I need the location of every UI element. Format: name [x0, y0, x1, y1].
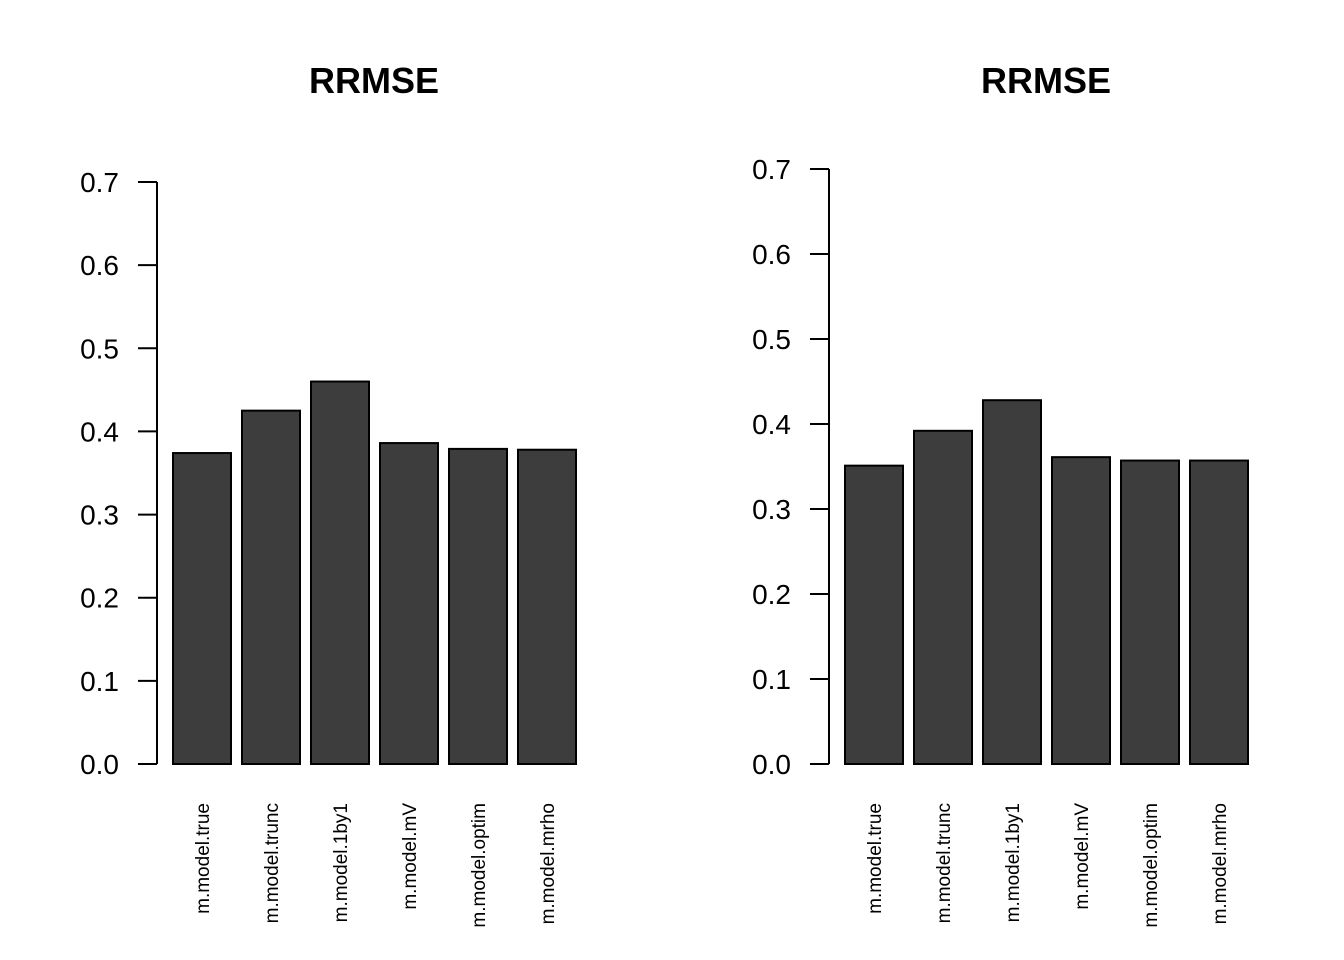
chart-title: RRMSE	[309, 60, 439, 101]
x-category-label: m.model.true	[193, 803, 214, 914]
bar	[310, 380, 370, 765]
bar	[982, 399, 1042, 765]
x-category-label: m.model.optim	[469, 803, 490, 928]
chart-panel-1: RRMSE 0.0 0.1 0.2 0.3 0.4 0.5 0.6 0.7 m.model.tru…	[80, 60, 577, 928]
y-tick-label: 0.0	[752, 749, 791, 780]
x-category-label: m.model.mrho	[538, 803, 559, 924]
y-tick-label: 0.4	[80, 416, 119, 447]
bar	[517, 448, 577, 765]
y-tick-label: 0.6	[752, 239, 791, 270]
bar	[844, 464, 904, 765]
x-category-label: m.model.trunc	[262, 803, 283, 923]
y-tick-label: 0.6	[80, 250, 119, 281]
chart-panel-2: RRMSE 0.0 0.1 0.2 0.3 0.4 0.5 0.6 0.7 m.model.tru…	[752, 60, 1249, 928]
bar	[1189, 459, 1249, 765]
bar	[913, 429, 973, 765]
x-category-label: m.model.1by1	[1003, 803, 1024, 922]
x-category-label: m.model.mV	[1072, 803, 1093, 910]
chart-title: RRMSE	[981, 60, 1111, 101]
y-tick-label: 0.5	[80, 333, 119, 364]
y-tick-label: 0.0	[80, 749, 119, 780]
y-tick-label: 0.3	[80, 500, 119, 531]
x-category-label: m.model.1by1	[331, 803, 352, 922]
y-tick-label: 0.7	[752, 154, 791, 185]
y-tick-label: 0.1	[752, 664, 791, 695]
y-tick-label: 0.4	[752, 409, 791, 440]
y-tick-label: 0.3	[752, 494, 791, 525]
bar	[1051, 456, 1111, 765]
y-tick-label: 0.7	[80, 167, 119, 198]
bar	[172, 452, 232, 765]
y-tick-label: 0.1	[80, 666, 119, 697]
bar	[1120, 459, 1180, 765]
y-tick-label: 0.2	[80, 583, 119, 614]
x-category-label: m.model.trunc	[934, 803, 955, 923]
y-tick-label: 0.5	[752, 324, 791, 355]
x-category-label: m.model.true	[865, 803, 886, 914]
x-category-label: m.model.mrho	[1210, 803, 1231, 924]
x-category-label: m.model.optim	[1141, 803, 1162, 928]
y-tick-label: 0.2	[752, 579, 791, 610]
bar	[448, 447, 508, 765]
x-category-label: m.model.mV	[400, 803, 421, 910]
bar	[241, 409, 301, 765]
bar	[379, 442, 439, 765]
